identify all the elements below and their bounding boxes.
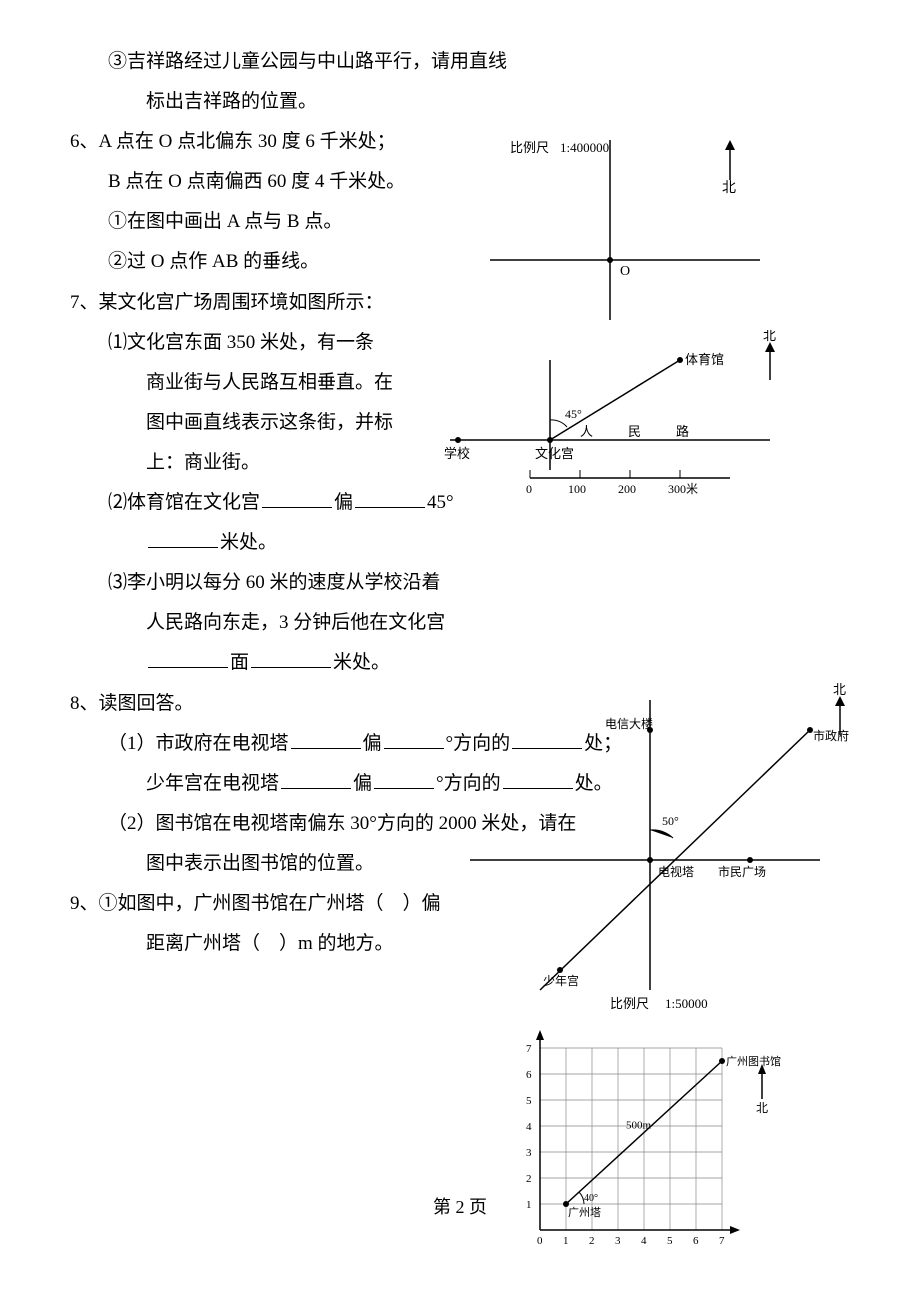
svg-text:500m: 500m bbox=[626, 1120, 652, 1132]
text-span: 米处。 bbox=[220, 532, 277, 553]
svg-text:市民广场: 市民广场 bbox=[718, 864, 766, 879]
svg-text:电视塔: 电视塔 bbox=[658, 864, 694, 879]
fill-blank bbox=[291, 728, 361, 749]
figure-q6: O 北 比例尺 1:400000 bbox=[460, 130, 790, 339]
svg-text:北: 北 bbox=[722, 180, 736, 196]
page-footer: 第 2 页 bbox=[0, 1190, 920, 1224]
text-span: 少年宫在电视塔 bbox=[146, 773, 279, 794]
svg-text:1:400000: 1:400000 bbox=[560, 140, 609, 155]
svg-text:6: 6 bbox=[693, 1235, 699, 1247]
svg-text:300米: 300米 bbox=[668, 482, 698, 496]
text-span: 偏 bbox=[353, 773, 372, 794]
svg-text:广州图书馆: 广州图书馆 bbox=[726, 1054, 781, 1068]
fill-blank bbox=[251, 648, 331, 669]
text-span: 偏 bbox=[363, 733, 382, 754]
svg-text:45°: 45° bbox=[565, 407, 582, 421]
fill-blank bbox=[281, 768, 351, 789]
fill-blank bbox=[384, 728, 444, 749]
text-span: 偏 bbox=[334, 492, 353, 513]
svg-text:市政府: 市政府 bbox=[813, 728, 849, 743]
svg-text:北: 北 bbox=[833, 682, 846, 697]
svg-text:7: 7 bbox=[719, 1235, 725, 1247]
fill-blank bbox=[148, 648, 228, 669]
svg-text:文化宫: 文化宫 bbox=[535, 446, 574, 461]
svg-text:100: 100 bbox=[568, 482, 586, 496]
text-span: 米处。 bbox=[333, 652, 390, 673]
svg-text:路: 路 bbox=[676, 424, 689, 439]
svg-text:O: O bbox=[620, 264, 630, 279]
text-line: 标出吉祥路的位置。 bbox=[70, 84, 870, 120]
svg-text:5: 5 bbox=[526, 1095, 532, 1107]
fill-blank bbox=[374, 768, 434, 789]
svg-text:5: 5 bbox=[667, 1235, 673, 1247]
text-span: （1）市政府在电视塔 bbox=[108, 733, 289, 754]
svg-text:少年宫: 少年宫 bbox=[543, 973, 579, 988]
figure-q9: 011223344556677广州塔广州图书馆40°500m北 bbox=[500, 1030, 820, 1269]
fill-blank bbox=[355, 487, 425, 508]
fill-blank bbox=[148, 527, 218, 548]
svg-text:1:50000: 1:50000 bbox=[665, 996, 708, 1010]
svg-text:2: 2 bbox=[526, 1173, 532, 1185]
svg-text:0: 0 bbox=[537, 1235, 543, 1247]
text-line: 米处。 bbox=[70, 525, 870, 561]
svg-text:民: 民 bbox=[628, 424, 641, 439]
svg-text:3: 3 bbox=[615, 1235, 621, 1247]
svg-text:4: 4 bbox=[641, 1235, 647, 1247]
text-line: 人民路向东走，3 分钟后他在文化宫 bbox=[70, 605, 870, 641]
svg-text:200: 200 bbox=[618, 482, 636, 496]
svg-text:学校: 学校 bbox=[444, 446, 470, 461]
figure-q8: 50° 电信大楼 市政府 电视塔 市民广场 少年宫 北 比例尺 1:50000 bbox=[440, 680, 860, 1019]
svg-text:3: 3 bbox=[526, 1147, 532, 1159]
svg-text:4: 4 bbox=[526, 1121, 532, 1133]
fill-blank bbox=[262, 487, 332, 508]
svg-text:0: 0 bbox=[526, 482, 532, 496]
svg-text:比例尺: 比例尺 bbox=[610, 996, 649, 1010]
svg-text:50°: 50° bbox=[662, 814, 679, 828]
svg-text:6: 6 bbox=[526, 1069, 532, 1081]
text-line: 面 米处。 bbox=[70, 645, 870, 681]
svg-text:比例尺: 比例尺 bbox=[510, 140, 549, 155]
svg-text:北: 北 bbox=[756, 1101, 768, 1115]
svg-text:北: 北 bbox=[763, 330, 776, 343]
text-line: ③吉祥路经过儿童公园与中山路平行，请用直线 bbox=[70, 44, 870, 80]
figure-q7: 45° 体育馆 人 民 路 学校 文化宫 北 0 100 200 300米 bbox=[440, 330, 810, 519]
svg-text:人: 人 bbox=[580, 424, 593, 439]
text-span: 面 bbox=[230, 652, 249, 673]
svg-text:1: 1 bbox=[563, 1235, 569, 1247]
text-span: ⑵体育馆在文化宫 bbox=[108, 492, 260, 513]
text-line: ⑶李小明以每分 60 米的速度从学校沿着 bbox=[70, 565, 870, 601]
svg-text:7: 7 bbox=[526, 1043, 532, 1055]
svg-text:体育馆: 体育馆 bbox=[685, 352, 724, 367]
svg-text:电信大楼: 电信大楼 bbox=[605, 716, 653, 731]
svg-text:2: 2 bbox=[589, 1235, 595, 1247]
